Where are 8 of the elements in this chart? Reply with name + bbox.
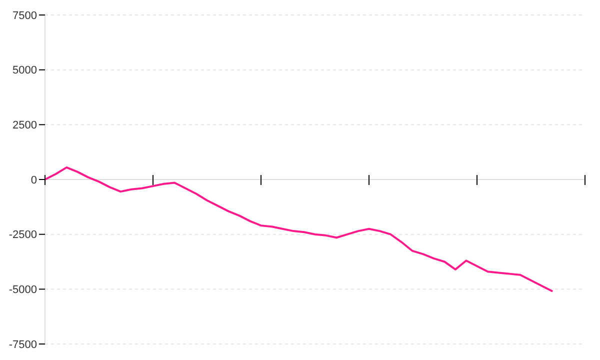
y-tick-label: -2500 bbox=[8, 229, 37, 242]
y-tick-label: -5000 bbox=[8, 284, 37, 296]
y-tick-label: -7500 bbox=[8, 338, 37, 351]
y-tick-label: 0 bbox=[30, 174, 37, 186]
line-series bbox=[44, 166, 554, 292]
y-tick-label: 2500 bbox=[12, 120, 37, 132]
y-tick-label: 5000 bbox=[12, 64, 37, 77]
y-tick-label: 7500 bbox=[12, 10, 37, 22]
